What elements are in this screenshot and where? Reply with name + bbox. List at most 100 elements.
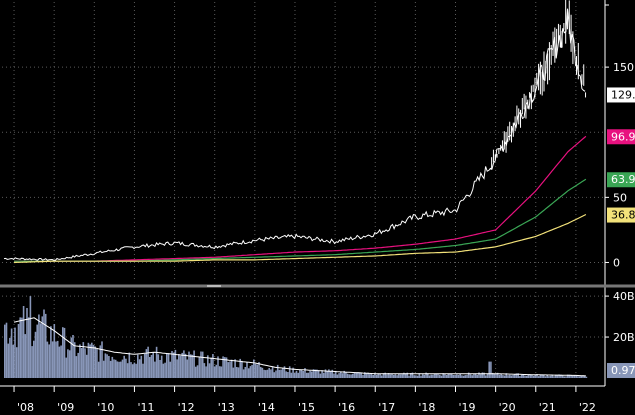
- volume-bar: [143, 353, 146, 378]
- volume-bar: [297, 372, 299, 378]
- volume-bar: [374, 372, 376, 378]
- volume-y-tick-label: 20B: [613, 331, 635, 344]
- volume-bar: [101, 341, 103, 378]
- volume-bar: [498, 374, 501, 378]
- volume-bar: [227, 362, 229, 378]
- volume-bar: [345, 372, 347, 378]
- volume-bar: [113, 359, 115, 378]
- volume-bar: [491, 372, 494, 378]
- volume-bar: [440, 375, 443, 378]
- volume-bar: [432, 374, 434, 378]
- volume-bar: [268, 368, 270, 378]
- volume-bar: [19, 317, 21, 378]
- volume-bar: [508, 374, 511, 378]
- volume-bar: [34, 331, 37, 378]
- volume-bar: [38, 314, 40, 378]
- volume-bar: [292, 367, 294, 378]
- volume-bar: [544, 376, 547, 378]
- volume-bar: [515, 373, 518, 378]
- volume-bar: [572, 375, 574, 378]
- volume-bar: [324, 369, 327, 378]
- volume-bar: [534, 374, 537, 378]
- volume-bar: [326, 371, 328, 378]
- volume-bar: [520, 374, 523, 378]
- volume-bar: [338, 373, 340, 378]
- volume-bar: [561, 375, 564, 378]
- volume-bar: [203, 363, 206, 378]
- price-y-tick-label: 0: [613, 256, 620, 269]
- volume-bar: [73, 342, 76, 378]
- volume-bar: [191, 354, 194, 378]
- volume-bar: [379, 374, 381, 378]
- volume-bar: [560, 374, 562, 378]
- volume-bar: [217, 356, 219, 378]
- volume-bar: [79, 344, 81, 378]
- volume-bar: [278, 369, 281, 378]
- volume-bar: [357, 372, 359, 378]
- volume-bar: [311, 371, 313, 378]
- volume-bar: [348, 374, 351, 378]
- volume-bar: [370, 373, 373, 378]
- volume-bar: [189, 354, 192, 378]
- volume-bar: [396, 375, 398, 378]
- volume-bar: [457, 374, 460, 378]
- volume-bar: [532, 375, 535, 378]
- volume-bar: [229, 361, 231, 378]
- volume-bar: [466, 374, 468, 378]
- volume-bar: [365, 373, 368, 378]
- volume-bar: [375, 374, 378, 378]
- x-tick-label: '14: [258, 401, 275, 414]
- volume-bar: [104, 353, 107, 378]
- volume-bar: [367, 372, 369, 378]
- volume-bar: [490, 361, 492, 378]
- volume-bar: [334, 370, 337, 378]
- volume-bar: [29, 296, 32, 378]
- volume-bar: [17, 324, 20, 378]
- volume-bar: [529, 374, 531, 378]
- volume-bar: [462, 375, 465, 378]
- volume-bar: [75, 356, 78, 378]
- volume-bar: [97, 361, 100, 378]
- volume-bar: [249, 366, 252, 378]
- volume-bar: [33, 340, 35, 378]
- volume-bar: [496, 372, 499, 378]
- volume-bar: [15, 347, 18, 378]
- x-tick-label: '17: [378, 401, 395, 414]
- volume-bar: [352, 373, 354, 378]
- volume-bar: [43, 309, 45, 378]
- ma-slow-tag-box: [607, 207, 635, 223]
- volume-bar: [444, 374, 446, 378]
- volume-bar: [510, 375, 513, 378]
- volume-bar: [222, 356, 224, 378]
- volume-bar: [543, 374, 545, 378]
- x-tick-label: '19: [459, 401, 476, 414]
- ma-slow-line: [13, 213, 587, 264]
- volume-bar: [471, 375, 473, 378]
- volume-bar: [62, 327, 64, 378]
- volume-bar: [266, 369, 269, 378]
- volume-bar: [527, 374, 530, 378]
- volume-bar: [265, 370, 267, 378]
- price-y-tick-label: 50: [613, 191, 627, 204]
- volume-bar: [46, 341, 49, 378]
- volume-bar: [556, 375, 559, 378]
- volume-bar: [234, 359, 236, 378]
- volume-bar: [224, 357, 226, 378]
- volume-bar: [312, 369, 315, 378]
- volume-bar: [236, 367, 238, 378]
- panel-divider-handle: [207, 285, 221, 287]
- volume-bar: [456, 374, 458, 378]
- volume-bar: [241, 360, 243, 378]
- volume-bar: [225, 357, 228, 378]
- volume-bar: [198, 356, 201, 378]
- volume-bar: [578, 376, 581, 378]
- volume-bar: [481, 372, 484, 378]
- volume-bar: [181, 352, 183, 378]
- volume-bar: [331, 369, 334, 378]
- volume-bar: [109, 360, 112, 378]
- volume-bar: [585, 376, 588, 378]
- volume-bar: [333, 373, 335, 378]
- volume-bar: [340, 372, 342, 378]
- volume-bar: [55, 341, 57, 378]
